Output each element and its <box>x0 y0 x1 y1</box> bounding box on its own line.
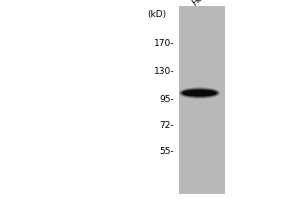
Text: 130-: 130- <box>154 66 174 75</box>
Text: HuvEc: HuvEc <box>190 0 217 7</box>
Text: 55-: 55- <box>159 148 174 156</box>
Ellipse shape <box>180 88 219 98</box>
Text: (kD): (kD) <box>147 9 167 19</box>
Text: 170-: 170- <box>154 40 174 48</box>
Text: 95-: 95- <box>159 95 174 104</box>
Text: 72-: 72- <box>159 121 174 130</box>
Bar <box>178 6 225 194</box>
Ellipse shape <box>181 89 218 97</box>
Ellipse shape <box>183 90 216 96</box>
